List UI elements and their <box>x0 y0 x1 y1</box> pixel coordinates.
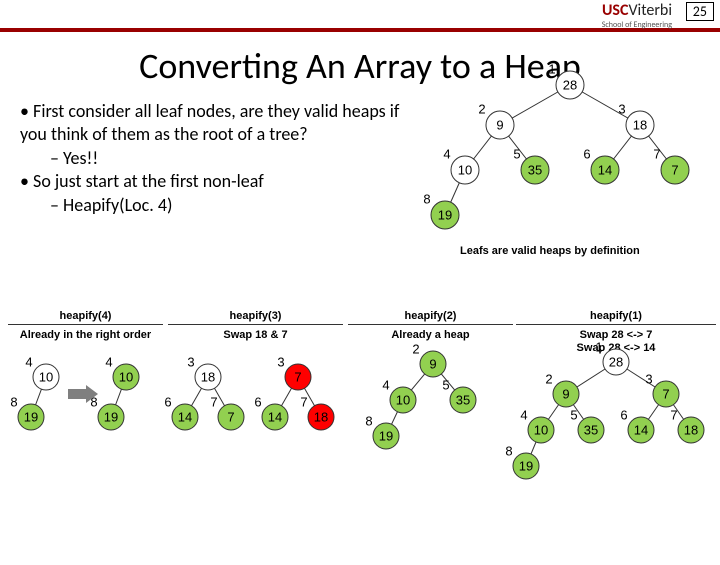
logo-sub: School of Engineering <box>602 21 672 29</box>
svg-text:10: 10 <box>119 370 133 385</box>
svg-text:7: 7 <box>653 147 660 162</box>
svg-text:7: 7 <box>670 408 677 423</box>
svg-text:2: 2 <box>412 342 419 357</box>
svg-text:3: 3 <box>645 372 652 387</box>
svg-text:4: 4 <box>520 408 527 423</box>
column-label: heapify(4) <box>8 310 163 325</box>
svg-text:5: 5 <box>570 408 577 423</box>
svg-text:28: 28 <box>609 355 623 370</box>
svg-text:10: 10 <box>396 393 410 408</box>
svg-text:14: 14 <box>598 163 612 178</box>
svg-text:3: 3 <box>187 355 194 370</box>
svg-text:5: 5 <box>513 147 520 162</box>
svg-text:6: 6 <box>164 395 171 410</box>
svg-text:18: 18 <box>684 423 698 438</box>
svg-text:4: 4 <box>25 355 32 370</box>
column-label: heapify(2) <box>348 310 513 325</box>
svg-text:10: 10 <box>39 370 53 385</box>
leaf-note: Leafs are valid heaps by definition <box>460 245 640 257</box>
page-number: 25 <box>686 2 714 21</box>
svg-text:35: 35 <box>584 423 598 438</box>
svg-text:19: 19 <box>24 410 38 425</box>
bullet-1a: Yes!! <box>20 147 400 170</box>
column-caption: Already in the right order <box>8 329 163 342</box>
svg-text:28: 28 <box>563 78 577 93</box>
heapify-column: heapify(1)Swap 28 <-> 7 Swap 28 <-> 1428… <box>516 310 716 355</box>
svg-text:4: 4 <box>105 355 112 370</box>
svg-text:19: 19 <box>438 208 452 223</box>
svg-text:10: 10 <box>458 163 472 178</box>
header-bar: USCViterbi School of Engineering 25 <box>0 0 720 32</box>
svg-text:7: 7 <box>294 370 301 385</box>
heapify-column: heapify(3)Swap 18 & 71831467773146187 <box>168 310 343 342</box>
svg-text:3: 3 <box>618 102 625 117</box>
svg-text:14: 14 <box>634 423 648 438</box>
svg-text:6: 6 <box>254 395 261 410</box>
column-label: heapify(3) <box>168 310 343 325</box>
bullet-2: So just start at the first non-leaf <box>20 170 400 193</box>
svg-text:8: 8 <box>365 414 372 429</box>
svg-text:35: 35 <box>528 163 542 178</box>
svg-text:7: 7 <box>210 395 217 410</box>
svg-text:6: 6 <box>583 147 590 162</box>
svg-text:9: 9 <box>496 118 503 133</box>
svg-text:19: 19 <box>519 459 533 474</box>
heapify-column: heapify(4)Already in the right order1041… <box>8 310 163 342</box>
svg-text:1: 1 <box>595 340 602 355</box>
svg-text:4: 4 <box>443 147 450 162</box>
svg-text:2: 2 <box>545 372 552 387</box>
svg-text:19: 19 <box>379 429 393 444</box>
bullet-1: First consider all leaf nodes, are they … <box>20 100 400 147</box>
column-caption: Swap 18 & 7 <box>168 329 343 342</box>
svg-text:7: 7 <box>227 410 234 425</box>
svg-text:9: 9 <box>429 357 436 372</box>
svg-text:1: 1 <box>548 62 555 77</box>
bullet-2a: Heapify(Loc. 4) <box>20 194 400 217</box>
svg-text:18: 18 <box>633 118 647 133</box>
svg-text:2: 2 <box>478 102 485 117</box>
svg-text:6: 6 <box>620 408 627 423</box>
svg-text:18: 18 <box>201 370 215 385</box>
svg-text:8: 8 <box>10 395 17 410</box>
svg-text:10: 10 <box>534 423 548 438</box>
heapify-column: heapify(2)Already a heap92104355198 <box>348 310 513 342</box>
column-caption: Already a heap <box>348 329 513 342</box>
svg-text:8: 8 <box>423 192 430 207</box>
svg-text:14: 14 <box>178 410 192 425</box>
column-label: heapify(1) <box>516 310 716 325</box>
svg-text:4: 4 <box>382 378 389 393</box>
svg-text:35: 35 <box>456 393 470 408</box>
usc-logo: USCViterbi School of Engineering <box>602 3 672 29</box>
svg-text:19: 19 <box>104 410 118 425</box>
svg-text:14: 14 <box>268 410 282 425</box>
logo-viterbi: Viterbi <box>628 1 672 20</box>
svg-text:9: 9 <box>562 387 569 402</box>
svg-text:5: 5 <box>442 378 449 393</box>
svg-text:7: 7 <box>662 387 669 402</box>
svg-text:8: 8 <box>505 444 512 459</box>
svg-text:18: 18 <box>314 410 328 425</box>
svg-text:7: 7 <box>671 163 678 178</box>
svg-text:7: 7 <box>300 395 307 410</box>
svg-text:3: 3 <box>277 355 284 370</box>
logo-usc: USC <box>602 1 628 20</box>
bullet-content: First consider all leaf nodes, are they … <box>20 100 400 217</box>
